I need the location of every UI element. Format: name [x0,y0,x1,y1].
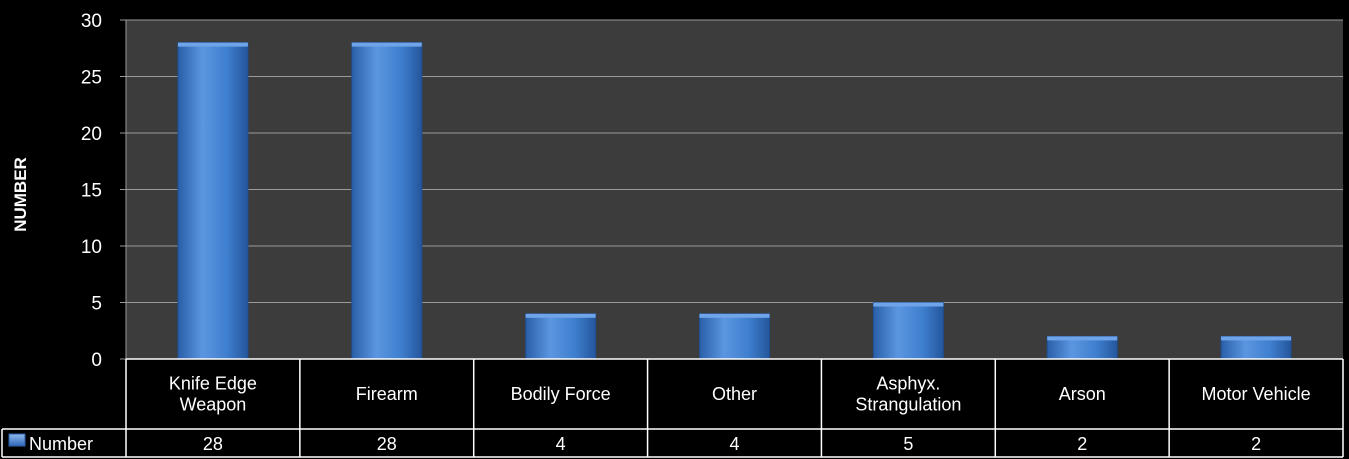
data-label: 4 [556,434,566,454]
y-tick-label: 25 [81,68,102,89]
data-label: 28 [203,434,223,454]
data-label: 2 [1251,434,1261,454]
y-tick-label: 30 [81,11,102,32]
bar-cap [873,302,944,307]
bar-cap [177,42,248,47]
category-label: Weapon [180,395,247,415]
y-tick-label: 5 [91,294,102,315]
bar [351,42,423,360]
data-label: 2 [1077,434,1087,454]
category-label: Other [712,384,757,404]
data-label: 28 [377,434,397,454]
bar-cap [1047,336,1118,341]
y-tick-label: 0 [91,350,102,371]
category-label: Knife Edge [169,374,257,394]
legend-label: Number [29,434,93,454]
category-label: Asphyx. [876,374,940,394]
data-label: 5 [903,434,913,454]
data-label: 4 [729,434,739,454]
y-tick-label: 10 [81,237,102,258]
category-label: Arson [1059,384,1106,404]
bar-cap [1221,336,1292,341]
bar [699,313,770,360]
bar [177,42,249,360]
bar-cap [351,42,422,47]
y-tick-label: 20 [81,124,102,145]
bar-cap [699,313,770,318]
category-label: Motor Vehicle [1202,384,1311,404]
legend-item: Number [8,433,93,454]
bar-cap [525,313,596,318]
y-axis-label: NUMBER [11,157,30,232]
bar [1046,335,1118,360]
category-label: Bodily Force [511,384,611,404]
bar [872,302,944,360]
category-label: Strangulation [855,395,961,415]
bar [1220,335,1292,360]
y-tick-label: 15 [81,181,102,202]
legend-swatch [8,433,26,447]
bar [525,313,597,360]
category-label: Firearm [356,384,418,404]
